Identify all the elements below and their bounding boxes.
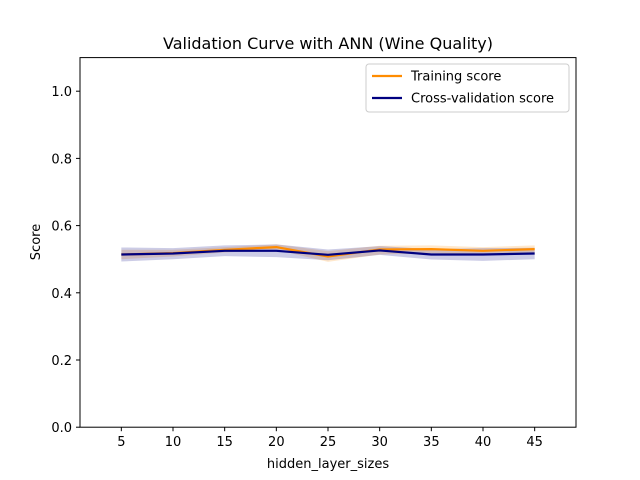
x-tick-label: 5 <box>117 435 125 450</box>
y-tick-label: 1.0 <box>51 85 72 100</box>
y-tick-label: 0.2 <box>51 354 72 369</box>
series-lines <box>121 246 535 258</box>
x-tick-label: 40 <box>475 435 492 450</box>
x-axis-label: hidden_layer_sizes <box>267 457 389 472</box>
chart-title: Validation Curve with ANN (Wine Quality) <box>163 34 493 53</box>
y-axis-label: Score <box>29 224 44 260</box>
y-tick-label: 0.4 <box>51 287 72 302</box>
x-tick-label: 15 <box>216 435 233 450</box>
legend-label-1: Training score <box>410 70 501 85</box>
series-2-line <box>121 249 535 256</box>
legend-label-2: Cross-validation score <box>411 92 554 107</box>
y-tick-label: 0.0 <box>51 421 72 436</box>
y-tick-label: 0.6 <box>51 220 72 235</box>
legend-box <box>365 63 570 113</box>
x-tick-label: 25 <box>320 435 337 450</box>
legend: Training score Cross-validation score <box>365 63 570 113</box>
x-tick-label: 20 <box>268 435 285 450</box>
plot-frame <box>79 57 577 428</box>
x-tick-label: 35 <box>423 435 440 450</box>
x-tick-label: 30 <box>371 435 388 450</box>
y-tick-label: 0.8 <box>51 152 72 167</box>
x-tick-label: 10 <box>165 435 182 450</box>
x-tick-label: 45 <box>526 435 543 450</box>
x-axis: 5 10 15 20 25 30 35 40 45 <box>117 427 543 450</box>
y-axis: 0.0 0.2 0.4 0.6 0.8 1.0 <box>51 85 80 436</box>
